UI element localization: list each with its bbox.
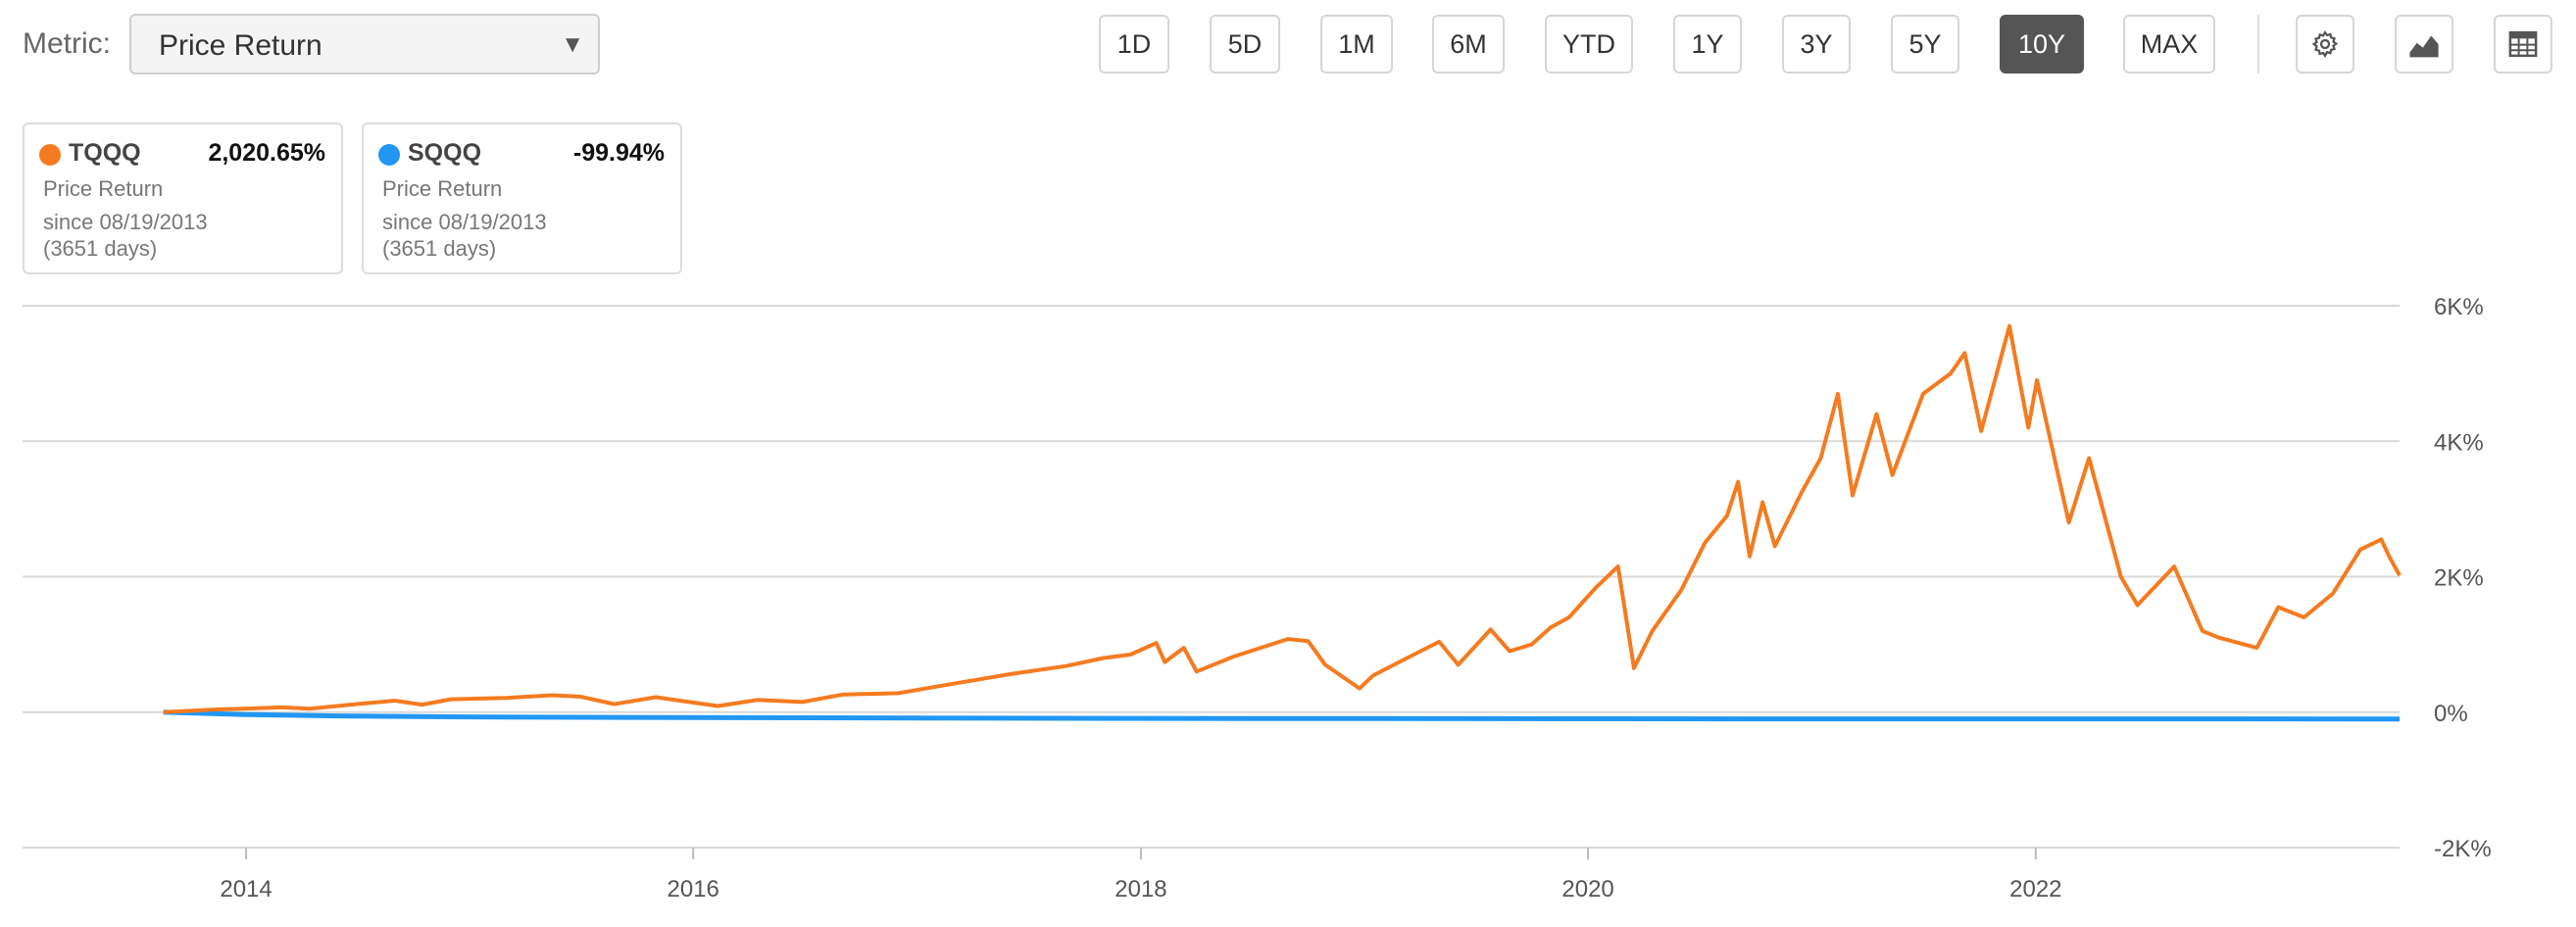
range-button-3y[interactable]: 3Y [1782, 15, 1851, 73]
legend-ticker: SQQQ [408, 139, 482, 167]
caret-down-icon: ▼ [561, 31, 584, 58]
legend-dot-icon [378, 144, 400, 166]
x-tick-label: 2018 [1115, 876, 1166, 903]
x-tick-label: 2020 [1561, 876, 1613, 903]
range-button-1y[interactable]: 1Y [1673, 15, 1742, 73]
y-tick-label: 0% [2434, 701, 2468, 727]
y-tick-label: 2K% [2434, 565, 2484, 592]
chart-type-button[interactable] [2395, 15, 2453, 73]
toolbar-separator [2257, 15, 2259, 73]
range-button-max[interactable]: MAX [2123, 15, 2215, 73]
price-return-chart[interactable]: 2014 2016 2018 2020 2022 -2K% 0% 2K% 4K% 6K% [0, 284, 2576, 921]
range-button-6m[interactable]: 6M [1432, 15, 1505, 73]
range-button-5y[interactable]: 5Y [1891, 15, 1959, 73]
metric-label: Metric: [23, 27, 111, 60]
legend-metric: Price Return [43, 176, 164, 201]
legend-return-value: -99.94% [572, 139, 665, 167]
range-button-10y[interactable]: 10Y [2000, 15, 2084, 73]
x-tick-label: 2022 [2009, 876, 2061, 903]
legend-metric: Price Return [382, 176, 503, 201]
range-button-1m[interactable]: 1M [1320, 15, 1393, 73]
legend-since-date: since 08/19/2013 [43, 210, 208, 234]
range-button-5d[interactable]: 5D [1210, 15, 1280, 73]
table-icon [2508, 30, 2538, 58]
legend-days: (3651 days) [43, 236, 158, 261]
metric-select[interactable]: Price Return ▼ [129, 14, 600, 74]
legend-ticker: TQQQ [69, 139, 141, 167]
y-tick-label: -2K% [2434, 836, 2492, 862]
range-button-ytd[interactable]: YTD [1545, 15, 1633, 73]
legend-since-date: since 08/19/2013 [382, 210, 547, 234]
toolbar: Metric: Price Return ▼ 1D 5D 1M 6M YTD 1… [0, 0, 2576, 93]
series-line-tqqq [163, 323, 2402, 714]
y-tick-label: 6K% [2434, 294, 2484, 320]
x-tick-label: 2016 [668, 876, 719, 903]
x-tick-label: 2014 [220, 876, 272, 903]
metric-select-value: Price Return [159, 29, 322, 62]
legend-days: (3651 days) [382, 236, 497, 261]
legend-dot-icon [39, 144, 61, 166]
settings-button[interactable] [2296, 15, 2354, 73]
range-button-1d[interactable]: 1D [1099, 15, 1169, 73]
y-tick-label: 4K% [2434, 429, 2484, 456]
gear-icon [2311, 30, 2339, 59]
table-view-button[interactable] [2494, 15, 2552, 73]
legend-card-sqqq: SQQQ -99.94% Price Return since 08/19/20… [362, 122, 682, 274]
series-line-sqqq [163, 709, 2401, 722]
chart-type-icon [2409, 35, 2439, 58]
legend-card-tqqq: TQQQ 2,020.65% Price Return since 08/19/… [23, 122, 343, 274]
legend-return-value: 2,020.65% [208, 139, 325, 167]
